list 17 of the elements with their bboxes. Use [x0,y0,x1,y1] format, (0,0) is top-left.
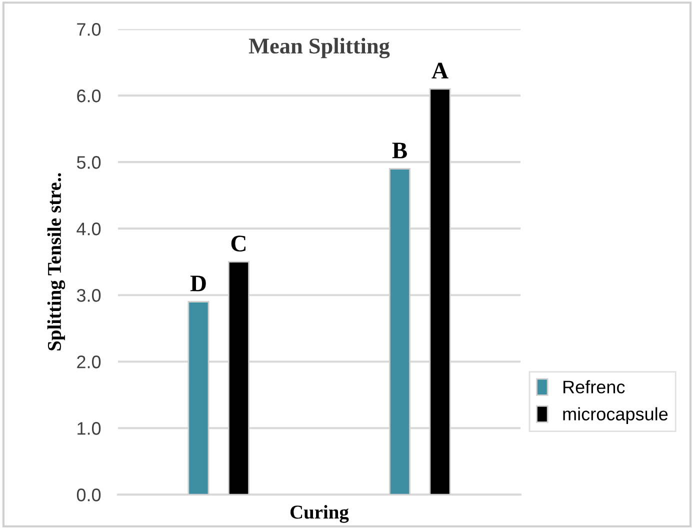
legend-label: Refrenc [564,380,625,394]
legend-label: microcapsule [563,407,668,424]
y-tick-label: 6.0 [77,90,101,102]
y-axis-title: Splitting Tensile stre.. [47,173,66,350]
chart-title: Mean Splitting [248,38,390,58]
y-tick-label: 3.0 [76,289,101,302]
y-tick-label: 7.0 [77,23,101,36]
y-tick-label: 1.0 [78,422,101,435]
y-tick-label: 2.0 [77,356,101,368]
data-label: C [231,236,246,252]
data-label: B [392,142,407,158]
y-tick-label: 5.0 [76,156,101,169]
y-tick-label: 0.0 [76,488,101,502]
y-tick-label: 4.0 [76,222,101,236]
data-label: D [190,276,206,292]
data-label: A [432,62,448,78]
x-axis-title: Curing [290,505,349,523]
